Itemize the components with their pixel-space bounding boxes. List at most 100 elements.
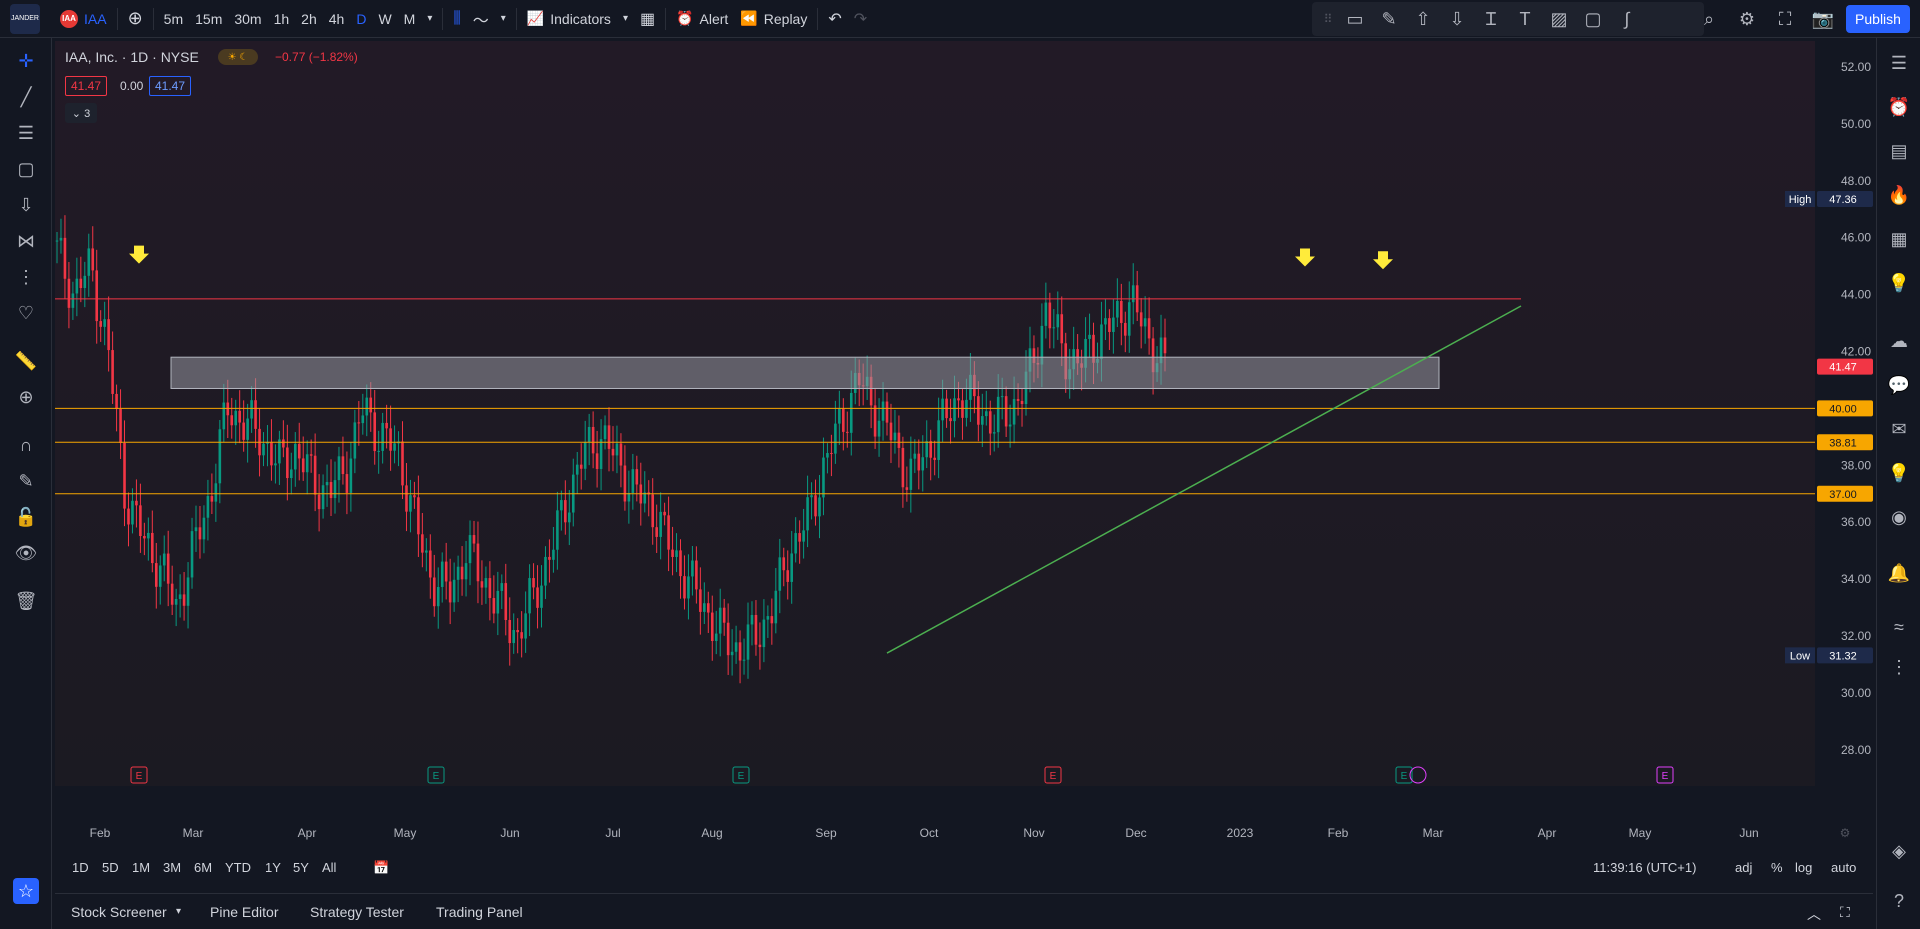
range-5d[interactable]: 5D — [102, 860, 119, 875]
watchlist-icon[interactable]: ☰ — [1890, 52, 1908, 73]
order-panel-icon[interactable]: ⋮ — [1890, 656, 1908, 677]
tab-pine-editor[interactable]: Pine Editor — [210, 904, 279, 920]
templates-icon[interactable]: ▦ — [639, 10, 656, 28]
favorites-star-icon[interactable]: ☆ — [13, 878, 39, 904]
notification-bell-icon[interactable]: 🔔 — [1887, 562, 1911, 583]
drag-handle-icon[interactable]: ⠿ — [1323, 12, 1333, 26]
data-window-icon[interactable]: ▤ — [1890, 140, 1908, 161]
camera-icon[interactable]: 📷 — [1811, 8, 1835, 29]
auto-toggle[interactable]: auto — [1831, 860, 1857, 875]
patterns-icon[interactable]: ⋈ — [17, 230, 35, 251]
horizontal-lines-icon[interactable]: ☰ — [17, 122, 35, 143]
chevron-down-icon[interactable]: ▾ — [427, 13, 433, 24]
gear-icon[interactable]: ⚙ — [1738, 8, 1756, 29]
streams-icon[interactable]: ☁ — [1890, 330, 1908, 351]
interval-30m[interactable]: 30m — [234, 10, 262, 27]
alarm-clock-icon[interactable]: ⏰ — [1887, 96, 1911, 117]
magnet-icon[interactable]: ∩ — [19, 434, 33, 455]
arrow-up-tool-icon[interactable]: ⇧ — [1415, 8, 1431, 29]
idea-stream-icon[interactable]: 💡 — [1887, 462, 1911, 483]
publish-button[interactable]: Publish — [1846, 5, 1910, 33]
interval-4h[interactable]: 4h — [328, 10, 345, 27]
log-toggle[interactable]: log — [1795, 860, 1813, 875]
line-chart-icon[interactable]: 〜 — [472, 12, 489, 30]
buy-price[interactable]: 41.47 — [149, 76, 192, 96]
shapes-icon[interactable]: ▢ — [17, 158, 35, 179]
goto-date-icon[interactable]: 📅 — [373, 860, 390, 875]
user-avatar[interactable]: JANDER — [10, 3, 40, 34]
sell-price[interactable]: 41.47 — [65, 76, 108, 96]
gear-icon[interactable]: ⚙ — [1839, 826, 1851, 840]
search-icon[interactable]: ⌕ — [1703, 8, 1715, 29]
text-tool-icon[interactable]: T — [1519, 8, 1531, 29]
range-1y[interactable]: 1Y — [265, 860, 281, 875]
range-all[interactable]: All — [322, 860, 337, 875]
replay-button[interactable]: ⏪ Replay — [734, 0, 813, 38]
interval-5m[interactable]: 5m — [163, 10, 184, 27]
fullscreen-icon[interactable]: ⛶ — [1778, 8, 1792, 29]
interval-d[interactable]: D — [356, 10, 367, 27]
eye-icon[interactable]: 👁 — [14, 542, 38, 563]
range-ytd[interactable]: YTD — [225, 860, 251, 875]
range-3m[interactable]: 3M — [163, 860, 182, 875]
forecasting-icon[interactable]: ⋮ — [17, 266, 35, 287]
interval-2h[interactable]: 2h — [301, 10, 317, 27]
calendar-icon[interactable]: ▦ — [1890, 228, 1908, 249]
interval-15m[interactable]: 15m — [195, 10, 223, 27]
zoom-in-icon[interactable]: ⊕ — [18, 386, 34, 407]
interval-w[interactable]: W — [378, 10, 392, 27]
chart-pane[interactable]: 52.00 50.00 48.00 46.00 44.00 42.00 40.00 38.00… — [55, 41, 1873, 786]
candles-icon[interactable]: ⫼ — [453, 9, 461, 27]
heart-icon[interactable]: ♡ — [17, 302, 35, 323]
indicators-button[interactable]: 📈 Indicators — [521, 0, 617, 38]
range-5y[interactable]: 5Y — [293, 860, 309, 875]
price-chart[interactable]: 52.00 50.00 48.00 46.00 44.00 42.00 40.00 38.00… — [55, 41, 1873, 786]
tab-trading-panel[interactable]: Trading Panel — [436, 904, 523, 920]
interval-m[interactable]: M — [403, 10, 416, 27]
range-1d[interactable]: 1D — [72, 860, 89, 875]
maximize-panel-icon[interactable]: ⛶ — [1840, 904, 1850, 920]
tab-stock-screener[interactable]: Stock Screener — [71, 904, 167, 920]
ideas-icon[interactable]: 💡 — [1887, 272, 1911, 293]
lock-icon[interactable]: 🔓 — [14, 506, 38, 527]
rectangle-tool-icon[interactable]: ▭ — [1346, 8, 1364, 29]
image-tool-icon[interactable]: ▨ — [1550, 8, 1568, 29]
callout-tool-icon[interactable]: ▢ — [1584, 8, 1602, 29]
broadcast-icon[interactable]: ◉ — [1891, 506, 1907, 527]
arrow-down-icon[interactable]: ⇩ — [18, 194, 34, 215]
arrow-down-tool-icon[interactable]: ⇩ — [1449, 8, 1465, 29]
brush-tool-icon[interactable]: ✎ — [1381, 8, 1397, 29]
path-tool-icon[interactable]: ∫ — [1624, 8, 1630, 29]
help-icon[interactable]: ? — [1893, 890, 1904, 911]
chevron-down-icon[interactable]: ▾ — [622, 13, 628, 24]
clock[interactable]: 11:39:16 (UTC+1) — [1593, 860, 1697, 875]
time-axis[interactable]: Feb Mar Apr May Jun Jul Aug Sep Oct Nov … — [55, 818, 1873, 846]
redo-icon[interactable]: ↷ — [853, 10, 868, 28]
market-status-icon[interactable]: ☀ ☾ — [218, 49, 258, 65]
tab-strategy-tester[interactable]: Strategy Tester — [310, 904, 404, 920]
range-1m[interactable]: 1M — [132, 860, 151, 875]
percent-toggle[interactable]: % — [1771, 860, 1783, 875]
chevron-down-icon[interactable]: ▾ — [500, 13, 506, 24]
trash-icon[interactable]: 🗑 — [14, 590, 38, 611]
lock-drawing-icon[interactable]: ✎ — [18, 470, 34, 491]
interval-1h[interactable]: 1h — [273, 10, 290, 27]
adj-toggle[interactable]: adj — [1735, 860, 1753, 875]
alert-button[interactable]: ⏰ Alert — [670, 0, 734, 38]
symbol-search[interactable]: IAA IAA — [54, 0, 113, 38]
text-cursor-tool-icon[interactable]: Ɪ — [1485, 9, 1496, 29]
hotlists-icon[interactable]: 🔥 — [1887, 184, 1911, 205]
chevron-down-icon[interactable]: ▾ — [176, 906, 182, 917]
undo-icon[interactable]: ↶ — [828, 10, 842, 28]
collapse-legend-button[interactable]: ⌄ 3 — [65, 103, 97, 123]
collapse-panel-icon[interactable]: ︿ — [1807, 906, 1821, 922]
chats-icon[interactable]: 💬 — [1887, 374, 1911, 395]
layers-icon[interactable]: ◈ — [1892, 840, 1906, 861]
messages-icon[interactable]: ✉ — [1891, 418, 1907, 439]
crosshair-icon[interactable]: ✛ — [18, 50, 34, 71]
trend-line-icon[interactable]: ╱ — [20, 86, 32, 107]
dom-icon[interactable]: ≈ — [1894, 616, 1904, 637]
ruler-icon[interactable]: 📏 — [14, 350, 38, 371]
range-6m[interactable]: 6M — [194, 860, 213, 875]
add-symbol-icon[interactable]: ⊕ — [127, 8, 143, 28]
